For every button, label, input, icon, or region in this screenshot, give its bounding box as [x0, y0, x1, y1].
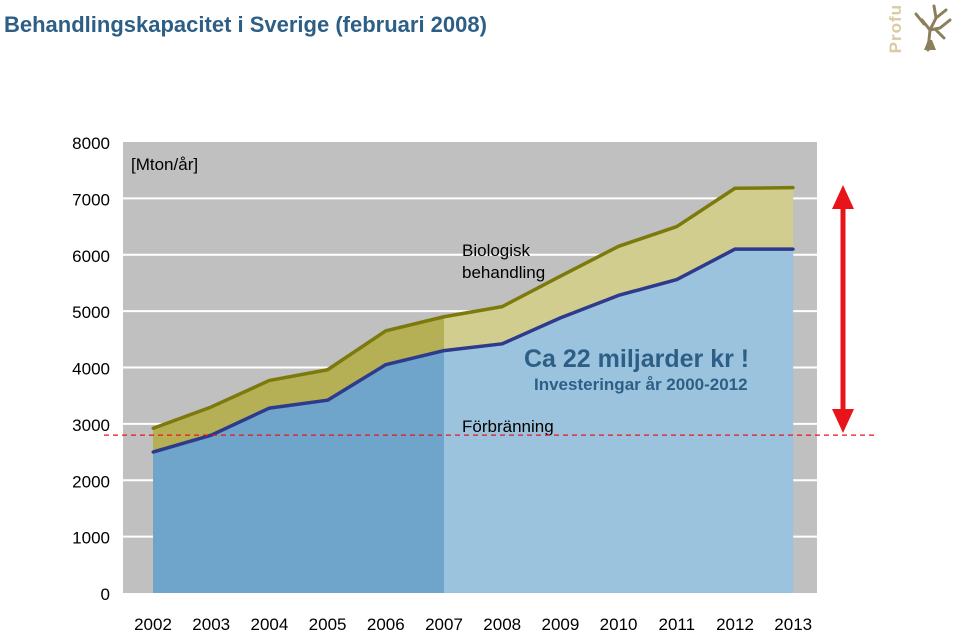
- incineration-point: [384, 363, 388, 367]
- biological-line: [152, 185, 794, 431]
- incineration-point: [675, 278, 679, 282]
- incineration-area-future: [444, 249, 794, 593]
- y-tick-label: 0: [101, 585, 110, 604]
- biological-point: [209, 405, 213, 409]
- incineration-point: [267, 406, 271, 410]
- incineration-point: [209, 433, 213, 437]
- incineration-point: [151, 450, 155, 454]
- x-tick-label: 2008: [483, 615, 521, 632]
- y-tick-label: 1000: [72, 529, 110, 548]
- biological-area-past: [153, 316, 444, 453]
- incineration-area-past: [153, 350, 444, 593]
- y-tick-label: 8000: [72, 134, 110, 153]
- biological-point: [151, 426, 155, 430]
- biological-point: [384, 329, 388, 333]
- x-tick-label: 2002: [134, 615, 172, 632]
- x-tick-label: 2007: [425, 615, 463, 632]
- x-tick-label: 2004: [250, 615, 288, 632]
- series-label-bio-line1: Biologisk: [462, 241, 531, 260]
- series-label-incineration: Förbränning: [462, 417, 554, 436]
- biological-point: [791, 186, 795, 190]
- x-tick-label: 2013: [774, 615, 812, 632]
- x-tick-label: 2005: [309, 615, 347, 632]
- y-tick-label: 3000: [72, 416, 110, 435]
- incineration-point: [500, 342, 504, 346]
- incineration-point: [326, 398, 330, 402]
- x-tick-label: 2010: [600, 615, 638, 632]
- incineration-point: [791, 247, 795, 251]
- y-tick-label: 4000: [72, 360, 110, 379]
- biological-point: [733, 186, 737, 190]
- incineration-point: [442, 349, 446, 353]
- incineration-line: [152, 247, 794, 454]
- unit-label: [Mton/år]: [131, 155, 198, 174]
- biological-point: [500, 305, 504, 309]
- arrow-up-icon: [832, 185, 854, 209]
- y-tick-label: 6000: [72, 247, 110, 266]
- x-tick-label: 2006: [367, 615, 405, 632]
- biological-area-future: [444, 187, 794, 351]
- series-label-bio-line2: behandling: [462, 263, 545, 282]
- biological-point: [267, 378, 271, 382]
- arrow-down-icon: [832, 409, 854, 433]
- annotation-investment: Investeringar år 2000-2012: [534, 375, 748, 394]
- incineration-point: [558, 316, 562, 320]
- biological-point: [617, 244, 621, 248]
- biological-point: [442, 315, 446, 319]
- x-tick-label: 2009: [541, 615, 579, 632]
- incineration-point: [733, 247, 737, 251]
- page-title: Behandlingskapacitet i Sverige (februari…: [4, 12, 487, 37]
- annotation-cost: Ca 22 miljarder kr !: [524, 345, 749, 373]
- biological-point: [675, 225, 679, 229]
- x-tick-label: 2003: [192, 615, 230, 632]
- x-tick-label: 2012: [716, 615, 754, 632]
- x-tick-label: 2011: [659, 615, 696, 632]
- biological-point: [558, 274, 562, 278]
- y-tick-label: 7000: [72, 190, 110, 209]
- biological-point: [326, 368, 330, 372]
- y-tick-label: 5000: [72, 303, 110, 322]
- incineration-point: [617, 293, 621, 297]
- tree-icon: [914, 4, 952, 52]
- y-tick-label: 2000: [72, 472, 110, 491]
